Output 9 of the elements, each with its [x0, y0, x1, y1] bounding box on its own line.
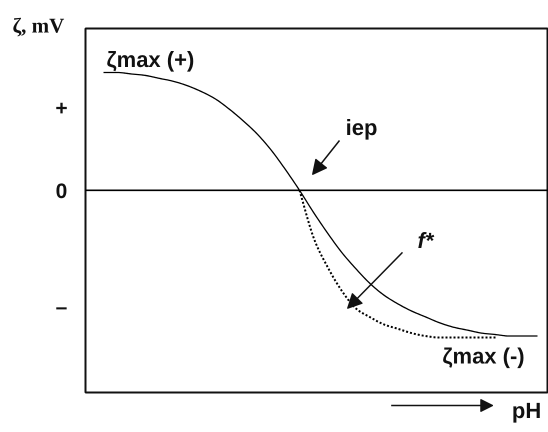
text: 0: [56, 180, 68, 203]
y-axis-title: ζ, mV: [12, 14, 64, 38]
annotation: iep: [346, 115, 378, 140]
text: +: [55, 97, 68, 120]
annotation: ζmax (+): [106, 47, 194, 72]
text: –: [56, 296, 68, 319]
text: f*: [418, 228, 435, 253]
x-axis-title: pH: [512, 398, 542, 423]
annotation: ζmax (-): [442, 344, 525, 369]
